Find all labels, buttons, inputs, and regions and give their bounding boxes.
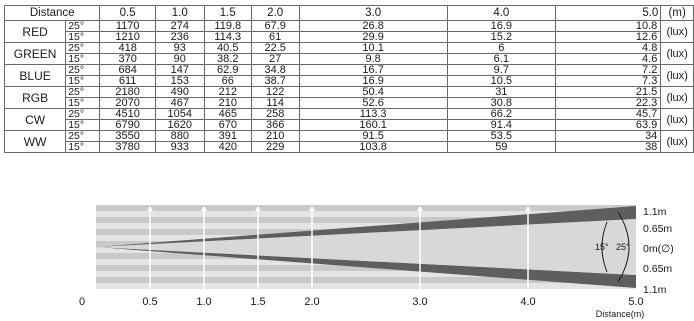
x-tick-label: 5.0 [628,296,643,308]
distance-marker-arrow [201,206,207,211]
beam-diameter-label: 0.65m [643,263,672,275]
table-row: GREEN 25° 418 93 40.5 22.5 10.1 6 4.8 (lux) [3,42,694,65]
distance-marker-arrow [255,206,261,211]
color-name-cell: RGB [3,86,67,109]
distance-markers [147,206,531,289]
distance-column-header: 2.0 [250,5,300,21]
color-name-cell: WW [3,130,67,153]
distance-marker-arrow [417,206,423,211]
beam-diameter-label: 1.1m [643,284,667,296]
table-row: BLUE 25° 684 147 62.9 34.8 16.7 9.7 7.2 (lux) [3,64,694,87]
angle-15-label: 15° [595,242,609,252]
beam-diameter-label: 1.1m [643,206,667,218]
x-tick-label: 1.0 [196,296,211,308]
beam-upper-outer-wedge [96,206,636,247]
angle-15-arc [601,221,608,273]
table-row: CW 25° 4510 1054 465 258 113.3 66.2 45.7 (lux) [3,108,694,131]
lux-value-cell: 103.8 [298,141,448,153]
diagram-stripe [96,211,636,217]
x-axis-tick-labels: 0 0.5 1.0 1.5 2.0 3.0 4.0 5.0 [79,296,644,308]
table-row: 15° 1210 236 114.3 61 29.9 15.2 12.6 [5,31,694,43]
beam-diameter-labels: 1.1m 0.65m 0m(∅) 0.65m 1.1m [643,206,674,296]
lux-value-cell: 38 [554,141,662,153]
beam-lower-outer-wedge [96,247,636,288]
beam-lower-inner-wedge [96,246,636,248]
diagram-stripe [96,223,636,229]
beam-diameter-label: 0m(∅) [643,243,674,255]
table-row: 15° 2070 467 210 114 52.6 30.8 22.3 [5,97,694,109]
x-tick-label: 0 [79,296,85,308]
distance-unit-header: (m) [660,5,694,21]
distance-marker-arrow [147,206,153,211]
x-tick-label: 4.0 [520,296,535,308]
lux-unit-cell: (lux) [660,20,694,43]
angle-arcs [601,211,630,283]
lux-value-cell: 420 [203,141,252,153]
beam-diameter-label: 0.65m [643,223,672,235]
x-tick-label: 1.5 [250,296,265,308]
x-tick-label: 0.5 [142,296,157,308]
angle-25-arc [617,211,630,283]
angle-25-label: 25° [616,242,630,252]
table-row: WW 25° 3550 880 391 210 91.5 53.5 34 (lux) [3,130,694,153]
color-name-cell: CW [3,108,67,131]
illuminance-table-container: Distance 0.5 1.0 1.5 2.0 3.0 4.0 5.0 (m)… [3,5,694,153]
x-axis-label: Distance(m) [596,309,645,319]
distance-marker-arrow [525,206,531,211]
lux-value-cell: 229 [250,141,300,153]
diagram-stripe [96,283,636,289]
table-row: 15° 3780 933 420 229 103.8 59 38 [5,141,694,153]
lux-value-cell: 3780 [99,141,156,153]
illuminance-table: Distance 0.5 1.0 1.5 2.0 3.0 4.0 5.0 (m)… [3,5,694,153]
table-row: RED 25° 1170 274 119.8 67.9 26.8 16.9 10.8 (lux) [3,20,694,43]
distance-marker-arrow [309,206,315,211]
table-row: RGB 25° 2180 490 212 122 50.4 31 21.5 (lux) [3,86,694,109]
x-tick-label: 3.0 [412,296,427,308]
diagram-stripe [96,271,636,277]
table-body: RED 25° 1170 274 119.8 67.9 26.8 16.9 10.8 (lux) 1… [3,20,694,153]
lux-unit-cell: (lux) [660,130,694,153]
x-tick-label: 2.0 [304,296,319,308]
